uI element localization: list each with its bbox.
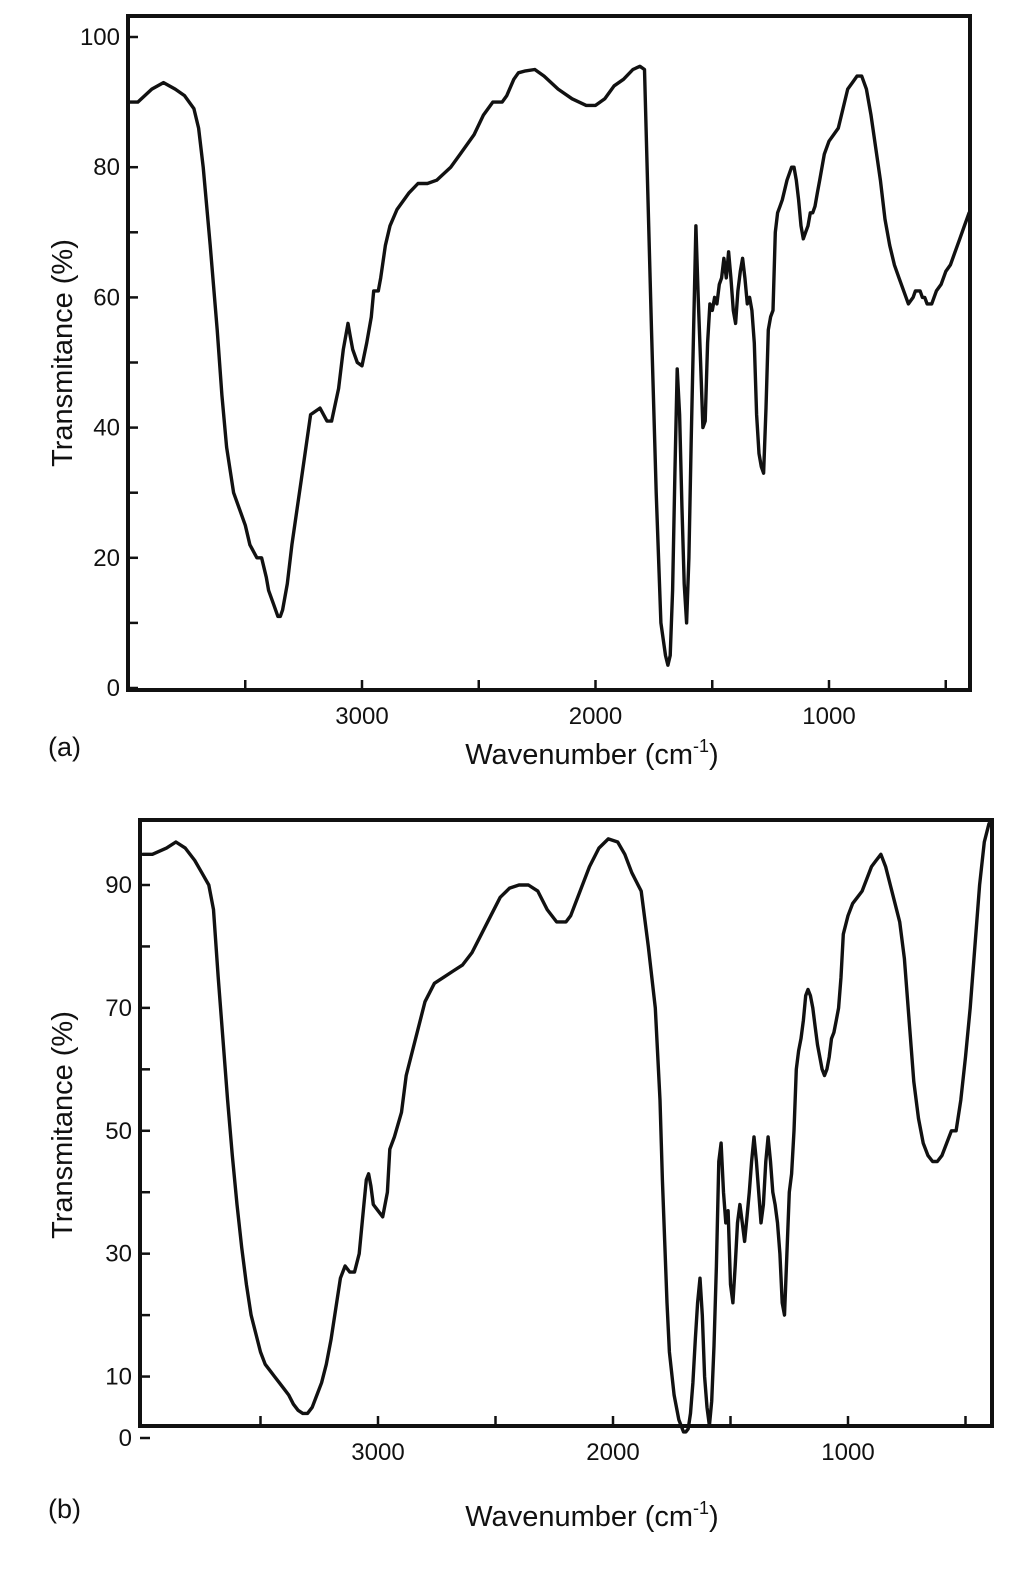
panel-a-label: (a) (48, 732, 81, 762)
panel-b-y-tick-label: 10 (105, 1364, 132, 1391)
panel-b-x-tick-label: 2000 (586, 1439, 639, 1466)
panel-a-plot-frame (126, 14, 972, 692)
panel-b-tick-labels: 3000 2000 1000 0 10 30 50 70 90 (105, 872, 874, 1466)
panel-a-y-tick-label: 40 (93, 415, 120, 442)
panel-a-y-axis-title: Transmitance (%) (47, 239, 79, 467)
panel-a-y-tick-label: 80 (93, 154, 120, 181)
panel-b-x-axis-title: Wavenumber (cm-1) (465, 1498, 718, 1533)
panel-a-y-tick-label: 100 (80, 24, 120, 51)
panel-b-spectrum-line (141, 821, 991, 1434)
panel-a-tick-labels: 3000 2000 1000 0 20 40 60 80 100 (80, 24, 856, 730)
panel-b-y-tick-label: 30 (105, 1241, 132, 1268)
panel-b-y-tick-label: 0 (119, 1425, 132, 1452)
panel-b-label: (b) (48, 1494, 81, 1524)
panel-a-x-tick-label: 1000 (802, 703, 855, 730)
panel-b-plot-frame (138, 818, 994, 1428)
panel-a-axis-ticks (128, 35, 947, 690)
panel-b-y-tick-label: 50 (105, 1118, 132, 1145)
panel-b-y-axis-title: Transmitance (%) (47, 1011, 79, 1239)
panel-a-y-tick-label: 0 (107, 675, 120, 702)
panel-b-axis-ticks (140, 883, 967, 1440)
panel-b-x-tick-label: 1000 (821, 1439, 874, 1466)
panel-a: 3000 2000 1000 0 20 40 60 80 100 Transmitance (%… (47, 14, 972, 771)
panel-a-x-axis-title: Wavenumber (cm-1) (465, 736, 718, 771)
panel-b-y-tick-label: 70 (105, 995, 132, 1022)
panel-b: 3000 2000 1000 0 10 30 50 70 90 Transmitance (%)… (47, 818, 994, 1533)
panel-b-y-tick-label: 90 (105, 872, 132, 899)
panel-a-spectrum-line (126, 64, 971, 667)
panel-a-y-tick-label: 20 (93, 545, 120, 572)
panel-b-x-tick-label: 3000 (351, 1439, 404, 1466)
panel-a-x-tick-label: 2000 (569, 703, 622, 730)
panel-a-y-tick-label: 60 (93, 284, 120, 311)
panel-a-x-tick-label: 3000 (335, 703, 388, 730)
